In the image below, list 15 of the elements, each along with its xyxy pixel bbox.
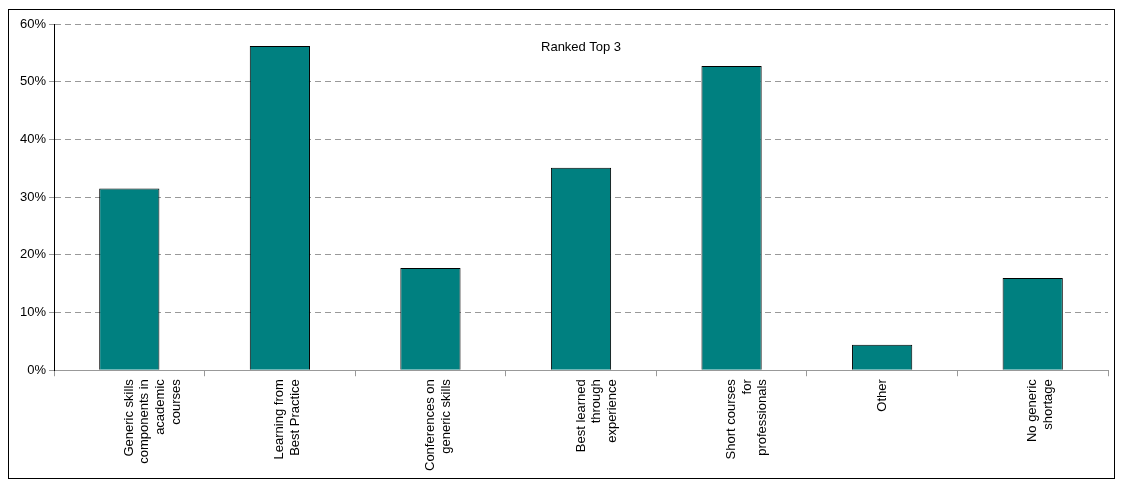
- x-tick-label: Generic skills components in academic courses: [120, 378, 183, 464]
- y-tick-label: 40%: [19, 130, 47, 146]
- y-tick-label: 20%: [19, 246, 47, 262]
- y-tick-label: 30%: [19, 188, 47, 204]
- x-tick-label: Learning from Best Practice: [271, 379, 303, 460]
- y-tick-label: 10%: [19, 304, 47, 320]
- x-tick-label: Short courses for professionals: [723, 378, 770, 460]
- y-tick-label: 0%: [27, 361, 47, 377]
- y-tick-label: 60%: [19, 15, 47, 31]
- x-tick-label: No generic shortage: [1024, 378, 1055, 443]
- x-tick-label: Best learned through experience: [572, 379, 619, 453]
- x-tick-label: Other: [873, 378, 889, 412]
- x-tick-label: Conferences on generic skills: [422, 378, 453, 471]
- annotation: Ranked Top 3: [541, 38, 622, 54]
- y-tick-label: 50%: [19, 73, 47, 89]
